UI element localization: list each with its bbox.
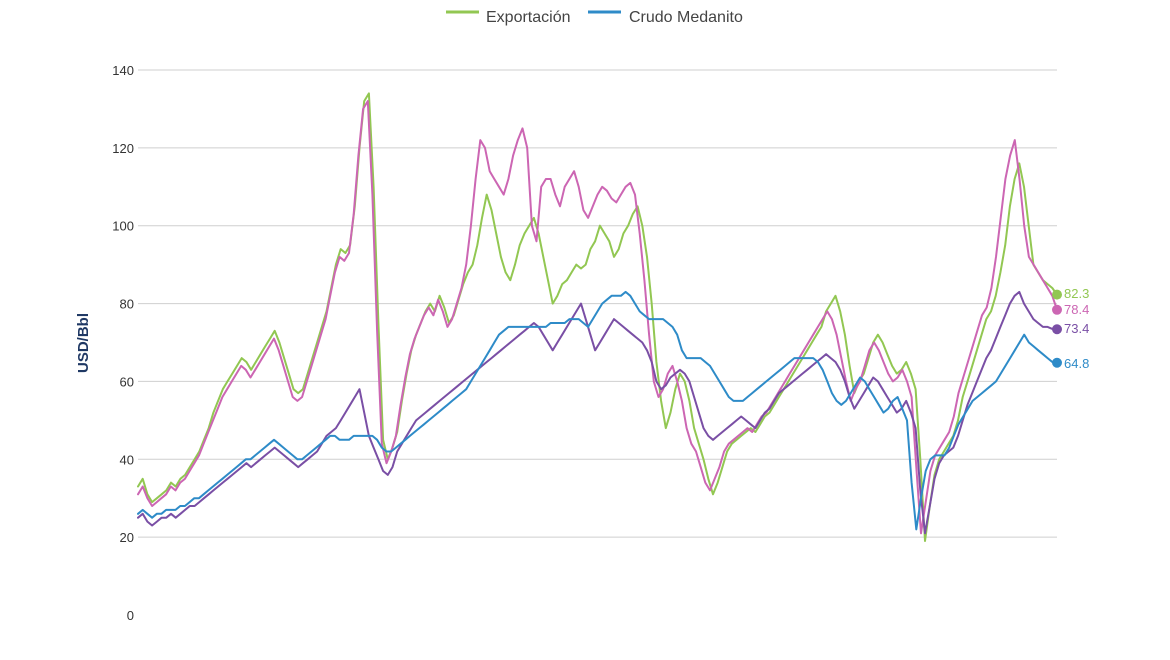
y-tick-label: 120	[112, 141, 134, 156]
end-markers: 82.378.4 73.4 64.8	[1052, 286, 1089, 371]
y-tick-label: 100	[112, 219, 134, 234]
y-tick-label: 80	[120, 297, 134, 312]
y-tick-label: 0	[127, 608, 134, 623]
legend-label: Crudo Medanito	[629, 9, 743, 26]
y-axis-ticks: 0 20 40 60 80 100 120 140	[112, 63, 134, 623]
series-end-value: 73.4	[1064, 321, 1089, 336]
legend-label: Exportación	[486, 9, 571, 26]
series-end-marker	[1052, 357, 1062, 368]
series-line-0	[137, 92, 1058, 542]
series-end-value: 82.3	[1064, 286, 1089, 301]
series-end-marker	[1052, 324, 1062, 335]
y-tick-label: 20	[120, 530, 134, 545]
legend: Exportación Crudo Medanito	[446, 9, 743, 26]
y-axis-label: USD/Bbl	[75, 313, 92, 373]
y-tick-label: 140	[112, 63, 134, 78]
series-end-marker	[1052, 304, 1062, 315]
y-tick-label: 40	[120, 452, 134, 467]
series-end-marker	[1052, 289, 1062, 300]
series-line-1	[137, 100, 1058, 535]
series-line-3	[137, 290, 1058, 531]
series-group	[137, 92, 1058, 542]
y-tick-label: 60	[120, 374, 134, 389]
series-end-value: 78.4	[1064, 302, 1089, 317]
series-end-value: 64.8	[1064, 356, 1089, 371]
series-line-2	[137, 290, 1058, 535]
